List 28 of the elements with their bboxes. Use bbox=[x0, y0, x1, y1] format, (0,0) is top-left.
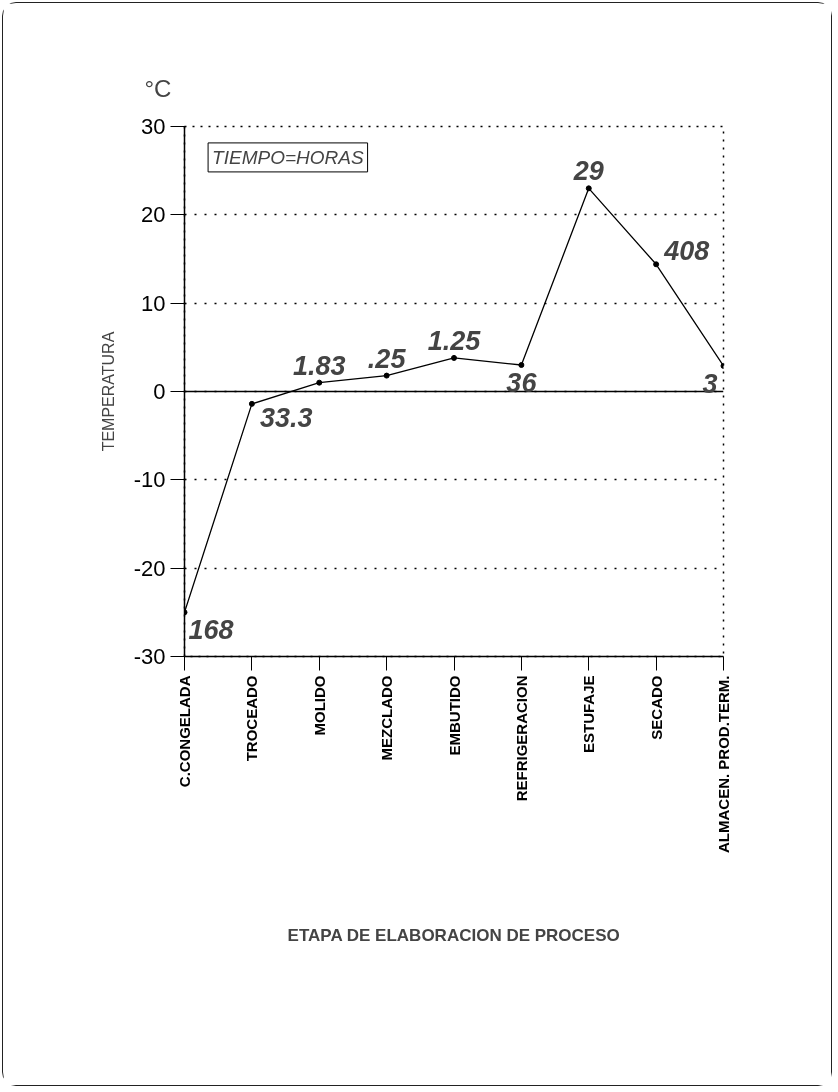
x-tick-label: EMBUTIDO bbox=[445, 675, 463, 756]
x-axis-title: ETAPA DE ELABORACION DE PROCESO bbox=[287, 926, 620, 945]
x-tick-label: MEZCLADO bbox=[378, 675, 396, 761]
annotation: 1.83 bbox=[292, 350, 346, 381]
x-tick-label: SECADO bbox=[647, 675, 665, 740]
y-tick-label: 30 bbox=[141, 114, 166, 139]
annotation: TIEMPO=HORAS bbox=[212, 146, 364, 168]
x-tick-label: TROCEADO bbox=[243, 675, 261, 762]
y-tick-label: 20 bbox=[141, 202, 166, 228]
y-tick-label: -20 bbox=[133, 555, 166, 581]
y-tick-label: -30 bbox=[133, 644, 166, 669]
annotation: 1.25 bbox=[427, 325, 482, 356]
annotation: 408 bbox=[663, 236, 710, 267]
x-tick-label: C.CONGELADA bbox=[176, 675, 193, 788]
y-tick-label: 0 bbox=[153, 379, 166, 404]
annotation: 29 bbox=[572, 156, 604, 187]
x-tick-label: MOLIDO bbox=[310, 675, 328, 736]
x-tick-label: ALMACEN. PROD.TERM. bbox=[715, 675, 732, 853]
x-tick-label: ESTUFAJE bbox=[580, 675, 598, 754]
annotation: 36 bbox=[506, 368, 538, 398]
y-tick-label: 10 bbox=[141, 290, 166, 316]
y-tick-label: -10 bbox=[133, 467, 166, 493]
annotation: 168 bbox=[188, 615, 234, 646]
y-axis-title: TEMPERATURA bbox=[99, 331, 117, 452]
annotation: .25 bbox=[367, 343, 407, 374]
x-tick-label: REFRIGERACION bbox=[512, 675, 530, 802]
text: °C bbox=[144, 74, 172, 102]
annotation: 33.3 bbox=[259, 402, 313, 433]
